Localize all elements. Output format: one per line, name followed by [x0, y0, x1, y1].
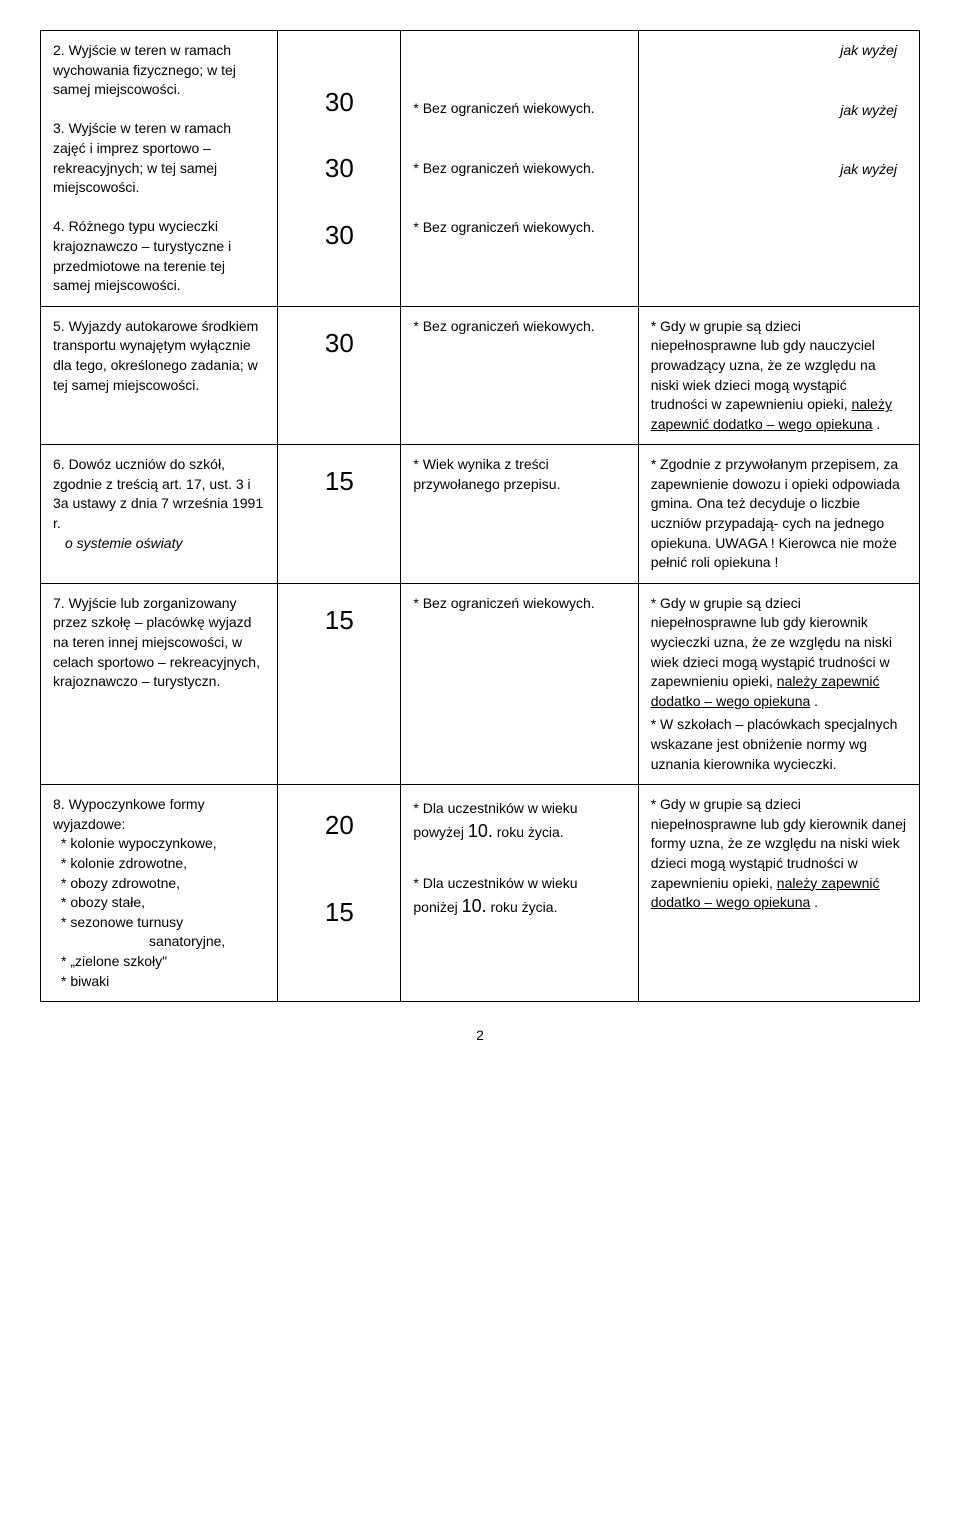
desc-cell: 8. Wypoczynkowe formy wyjazdowe: * kolon… [41, 785, 278, 1002]
cond-cell: * Dla uczestników w wieku powyżej 10. ro… [401, 785, 638, 1002]
desc-5: 5. Wyjazdy autokarowe środkiem transport… [53, 317, 265, 395]
desc-4: 4. Różnego typu wycieczki krajoznawczo –… [53, 217, 265, 295]
num-value: 20 [290, 807, 388, 843]
list-item: * biwaki [61, 972, 265, 992]
desc-3: 3. Wyjście w teren w ramach zajęć i impr… [53, 119, 265, 197]
num-value: 15 [290, 602, 388, 638]
note-cell: * Gdy w grupie są dzieci niepełnosprawne… [638, 306, 919, 445]
desc-6-italic: o systemie oświaty [53, 534, 182, 554]
table-row: 2. Wyjście w teren w ramach wychowania f… [41, 31, 920, 307]
cond-cell: * Bez ograniczeń wiekowych. * Bez ograni… [401, 31, 638, 307]
note-text: . [873, 416, 881, 432]
note-cell: * Gdy w grupie są dzieci niepełnosprawne… [638, 785, 919, 1002]
table-row: 7. Wyjście lub zorganizowany przez szkoł… [41, 583, 920, 784]
desc-cell: 6. Dowóz uczniów do szkół, zgodnie z tre… [41, 445, 278, 584]
cond-block: * Dla uczestników w wieku powyżej 10. ro… [413, 799, 625, 844]
cond-cell: * Wiek wynika z treści przywołanego prze… [401, 445, 638, 584]
list-item: * obozy stałe, [61, 893, 265, 913]
list-item: sanatoryjne, [61, 932, 265, 952]
cond-num: 10. [462, 896, 487, 916]
cond-text: * Bez ograniczeń wiekowych. [413, 99, 594, 119]
desc-8-list: * kolonie wypoczynkowe, * kolonie zdrowo… [53, 834, 265, 991]
num-value: 30 [290, 325, 388, 361]
table-row: 5. Wyjazdy autokarowe środkiem transport… [41, 306, 920, 445]
note-text: jak wyżej [651, 160, 907, 180]
note-text: jak wyżej [651, 101, 907, 121]
desc-6: 6. Dowóz uczniów do szkół, zgodnie z tre… [53, 456, 263, 531]
cond-text: roku życia. [487, 899, 558, 915]
num-cell: 15 [278, 583, 401, 784]
desc-7: 7. Wyjście lub zorganizowany przez szkoł… [53, 594, 265, 692]
num-value: 15 [290, 894, 388, 930]
note-text: * Zgodnie z przywołanym przepisem, za za… [651, 455, 907, 573]
desc-cell: 2. Wyjście w teren w ramach wychowania f… [41, 31, 278, 307]
num-cell: 30 30 30 [278, 31, 401, 307]
note-text: * W szkołach – placówkach specjalnych ws… [651, 715, 907, 774]
table-row: 6. Dowóz uczniów do szkół, zgodnie z tre… [41, 445, 920, 584]
note-text: * Gdy w grupie są dzieci niepełnosprawne… [651, 318, 876, 412]
cond-cell: * Bez ograniczeń wiekowych. [401, 583, 638, 784]
list-item: * sezonowe turnusy [61, 913, 265, 933]
cond-cell: * Bez ograniczeń wiekowych. [401, 306, 638, 445]
list-item: * „zielone szkoły" [61, 952, 265, 972]
num-cell: 20 15 [278, 785, 401, 1002]
num-cell: 15 [278, 445, 401, 584]
cond-text: * Bez ograniczeń wiekowych. [413, 218, 594, 238]
desc-cell: 5. Wyjazdy autokarowe środkiem transport… [41, 306, 278, 445]
num-value: 30 [290, 150, 388, 186]
num-value: 30 [290, 84, 388, 120]
desc-8-head: 8. Wypoczynkowe formy wyjazdowe: [53, 795, 265, 834]
num-cell: 30 [278, 306, 401, 445]
note-cell: jak wyżej jak wyżej jak wyżej [638, 31, 919, 307]
num-value: 30 [290, 217, 388, 253]
cond-text: * Bez ograniczeń wiekowych. [413, 159, 594, 179]
list-item: * obozy zdrowotne, [61, 874, 265, 894]
desc-cell: 7. Wyjście lub zorganizowany przez szkoł… [41, 583, 278, 784]
note-text: . [810, 693, 818, 709]
note-cell: * Zgodnie z przywołanym przepisem, za za… [638, 445, 919, 584]
main-table: 2. Wyjście w teren w ramach wychowania f… [40, 30, 920, 1002]
note-text: jak wyżej [651, 41, 907, 61]
list-item: * kolonie zdrowotne, [61, 854, 265, 874]
list-item: * kolonie wypoczynkowe, [61, 834, 265, 854]
cond-text: * Bez ograniczeń wiekowych. [413, 317, 625, 337]
num-value: 15 [290, 463, 388, 499]
page-number: 2 [40, 1027, 920, 1043]
desc-2: 2. Wyjście w teren w ramach wychowania f… [53, 41, 265, 100]
cond-num: 10. [468, 821, 493, 841]
cond-block: * Dla uczestników w wieku poniżej 10. ro… [413, 874, 625, 919]
cond-text: * Wiek wynika z treści przywołanego prze… [413, 455, 625, 494]
note-cell: * Gdy w grupie są dzieci niepełnosprawne… [638, 583, 919, 784]
table-row: 8. Wypoczynkowe formy wyjazdowe: * kolon… [41, 785, 920, 1002]
cond-text: * Bez ograniczeń wiekowych. [413, 594, 625, 614]
cond-text: roku życia. [493, 824, 564, 840]
note-text: . [810, 894, 818, 910]
